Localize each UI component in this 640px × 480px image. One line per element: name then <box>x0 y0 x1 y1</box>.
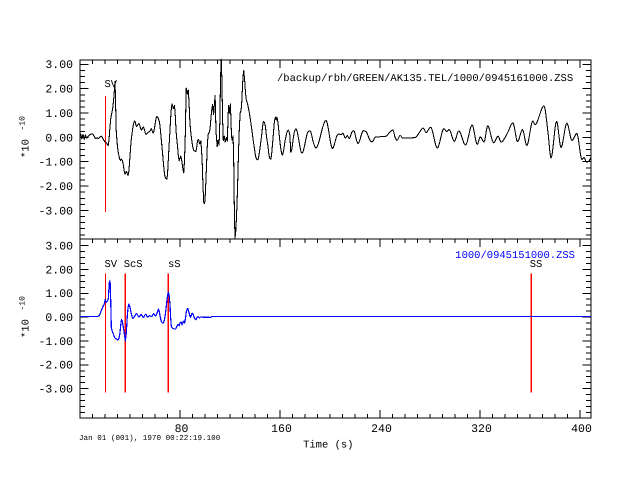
svg-text:-1.00: -1.00 <box>38 157 73 170</box>
svg-text:1000/0945151000.ZSS: 1000/0945151000.ZSS <box>455 250 575 262</box>
svg-text:0.00: 0.00 <box>45 312 73 325</box>
svg-text:/backup/rbh/GREEN/AK135.TEL/10: /backup/rbh/GREEN/AK135.TEL/1000/0945161… <box>277 73 573 85</box>
svg-text:Time (s): Time (s) <box>303 440 353 452</box>
svg-text:-1.00: -1.00 <box>38 336 73 349</box>
svg-text:*10: *10 <box>20 319 32 338</box>
svg-text:-10: -10 <box>19 116 28 131</box>
svg-text:-3.00: -3.00 <box>38 384 73 397</box>
svg-text:160: 160 <box>271 423 292 436</box>
svg-text:2.00: 2.00 <box>45 84 73 97</box>
svg-text:-2.00: -2.00 <box>38 181 73 194</box>
svg-text:1.00: 1.00 <box>45 108 73 121</box>
svg-text:320: 320 <box>471 423 492 436</box>
svg-text:0.00: 0.00 <box>45 132 73 145</box>
svg-text:80: 80 <box>175 423 189 436</box>
svg-text:ScS: ScS <box>124 259 143 271</box>
svg-text:-10: -10 <box>19 296 28 311</box>
svg-text:2.00: 2.00 <box>45 264 73 277</box>
svg-text:1.00: 1.00 <box>45 288 73 301</box>
svg-text:-3.00: -3.00 <box>38 205 73 218</box>
svg-text:sS: sS <box>168 259 181 271</box>
svg-text:240: 240 <box>371 423 392 436</box>
svg-text:3.00: 3.00 <box>45 241 73 254</box>
svg-text:Jan 01 (001), 1970 00:22:19.10: Jan 01 (001), 1970 00:22:19.100 <box>79 434 221 443</box>
svg-text:3.00: 3.00 <box>45 59 73 72</box>
svg-text:400: 400 <box>571 423 592 436</box>
svg-text:SS: SS <box>530 259 543 271</box>
svg-text:*10: *10 <box>20 139 32 158</box>
svg-text:SV: SV <box>105 259 118 271</box>
svg-text:-2.00: -2.00 <box>38 360 73 373</box>
svg-text:SV: SV <box>105 79 118 91</box>
